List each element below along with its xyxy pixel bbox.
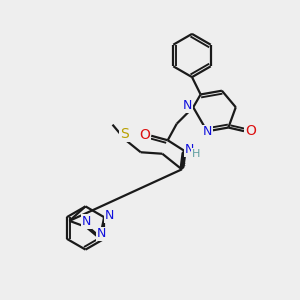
Text: N: N (185, 143, 194, 156)
Text: N: N (104, 209, 114, 222)
Text: S: S (120, 127, 129, 141)
Text: N: N (203, 125, 212, 138)
Text: O: O (139, 128, 150, 142)
Text: H: H (191, 149, 200, 159)
Text: N: N (82, 215, 92, 228)
Text: *: * (181, 162, 186, 172)
Text: O: O (245, 124, 256, 137)
Text: N: N (183, 99, 193, 112)
Text: N: N (97, 227, 106, 240)
